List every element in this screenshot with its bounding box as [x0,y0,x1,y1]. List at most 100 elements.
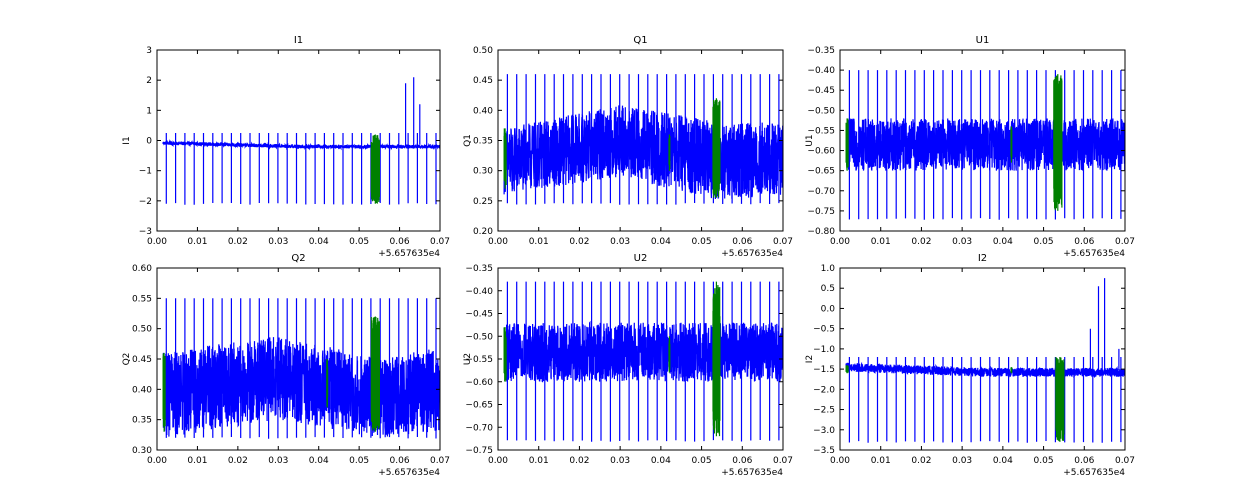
flagged-segment [845,365,849,374]
x-tick-label: 0.07 [1115,456,1135,466]
y-tick-label: −2 [139,197,152,207]
y-tick-label: −3 [139,227,152,237]
y-tick-label: −0.40 [807,66,835,76]
axes-frame [156,49,441,232]
signal-series-q2 [162,298,440,439]
y-tick-label: −1 [139,167,152,177]
x-tick-label: 0.03 [952,456,972,466]
x-tick-label: 0.00 [830,237,850,247]
x-tick-label: 0.02 [569,237,589,247]
x-offset-label: +5.657635e4 [1063,249,1125,259]
y-tick-label: −3.5 [813,446,835,456]
x-tick-label: 0.02 [228,237,248,247]
y-tick-label: 1 [146,106,152,116]
axes-frame [839,267,1126,451]
x-tick-label: 0.06 [732,456,752,466]
y-tick-label: −0.45 [465,310,493,320]
flagged-segment [712,98,721,198]
x-offset-label: +5.657635e4 [1063,468,1125,478]
x-tick-label: 0.00 [488,456,508,466]
y-axis-label: Q1 [463,134,473,147]
x-tick-label: 0.07 [430,237,450,247]
y-tick-label: 0.5 [821,284,835,294]
subplot-i1: 0.00 0.01 0.02 0.03 0.04 0.05 0.06 0.07 −3 −2 −1 0 1… [122,35,450,259]
y-tick-label: −1.0 [813,345,835,355]
y-tick-label: −0.65 [807,167,835,177]
signal-series-i1 [162,77,440,205]
subplot-title: I2 [978,253,987,264]
y-tick-label: 0.45 [132,355,152,365]
y-tick-label: −0.40 [465,287,493,297]
subplot-q1: 0.00 0.01 0.02 0.03 0.04 0.05 0.06 0.07 0.20 0.25… [463,35,793,259]
y-tick-label: −0.80 [807,227,835,237]
signal-series-u1 [845,70,1125,220]
y-axis-label: U2 [463,353,473,365]
y-tick-label: 0.40 [473,106,493,116]
subplot-title: I1 [294,35,303,46]
x-tick-label: 0.05 [692,237,712,247]
x-tick-label: 0.02 [911,237,931,247]
y-tick-label: 0.45 [473,76,493,86]
y-tick-label: 0.20 [473,227,493,237]
x-tick-label: 0.04 [651,237,671,247]
flagged-segment [503,128,507,189]
y-tick-label: −0.5 [813,325,835,335]
y-axis-label: I1 [122,136,132,144]
signal-series-u2 [503,281,783,442]
x-tick-label: 0.03 [268,456,288,466]
y-tick-label: 0.50 [473,46,493,56]
subplot-u2: 0.00 0.01 0.02 0.03 0.04 0.05 0.06 0.07 −0.75 −0.… [463,253,793,478]
x-tick-label: 0.04 [309,456,329,466]
x-tick-label: 0.01 [187,456,207,466]
y-tick-label: −0.50 [807,106,835,116]
flagged-segment [1010,367,1013,374]
x-tick-label: 0.04 [651,456,671,466]
flagged-segment [370,316,380,432]
x-offset-label: +5.657635e4 [721,249,783,259]
flagged-segment [370,134,380,204]
x-tick-label: 0.04 [993,237,1013,247]
x-tick-label: 0.04 [309,237,329,247]
x-tick-label: 0.06 [390,456,410,466]
x-tick-label: 0.02 [569,456,589,466]
x-tick-label: 0.05 [349,237,369,247]
y-tick-label: −0.55 [807,126,835,136]
x-tick-label: 0.06 [390,237,410,247]
y-tick-label: −0.70 [807,187,835,197]
y-tick-label: −0.55 [465,355,493,365]
y-tick-label: 0.25 [473,197,493,207]
y-tick-label: −0.60 [807,147,835,157]
y-tick-label: 0.50 [132,325,152,335]
y-axis-label: I2 [805,355,815,363]
x-tick-label: 0.07 [773,237,793,247]
x-tick-label: 0.05 [692,456,712,466]
subplot-title: Q1 [633,35,647,46]
y-tick-label: 2 [146,76,152,86]
x-tick-label: 0.02 [228,456,248,466]
flagged-segment [1010,126,1013,163]
x-tick-label: 0.01 [187,237,207,247]
flagged-segment [503,327,507,382]
flagged-segment [712,281,721,437]
y-tick-label: −0.50 [465,332,493,342]
subplot-title: U1 [976,35,990,46]
x-tick-label: 0.03 [952,237,972,247]
y-tick-label: 0.30 [132,446,152,456]
signal-series-q1 [503,74,783,205]
x-tick-label: 0.01 [871,456,891,466]
y-axis-label: Q2 [122,353,132,366]
x-tick-label: 0.06 [1074,456,1094,466]
x-tick-label: 0.03 [268,237,288,247]
x-tick-label: 0.00 [488,237,508,247]
y-tick-label: −0.75 [465,446,493,456]
flagged-segment [326,359,329,408]
y-tick-label: −3.0 [813,426,835,436]
y-tick-label: −1.5 [813,365,835,375]
x-tick-label: 0.05 [349,456,369,466]
x-offset-label: +5.657635e4 [378,468,440,478]
y-tick-label: 0.35 [473,137,493,147]
x-tick-label: 0.00 [830,456,850,466]
x-tick-label: 0.07 [1115,237,1135,247]
x-tick-label: 0.05 [1034,456,1054,466]
y-tick-label: −2.5 [813,406,835,416]
